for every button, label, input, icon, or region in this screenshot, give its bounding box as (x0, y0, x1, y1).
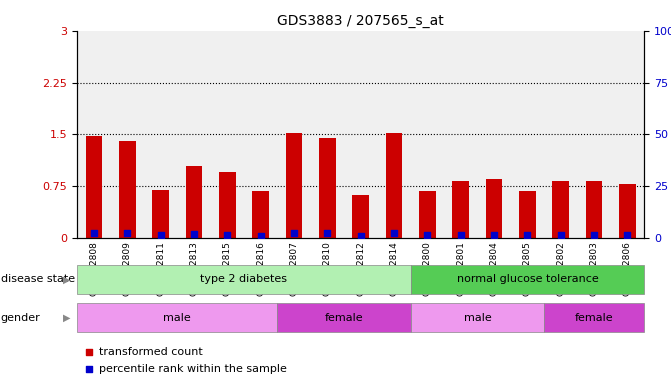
Title: GDS3883 / 207565_s_at: GDS3883 / 207565_s_at (277, 14, 444, 28)
Text: ▶: ▶ (63, 274, 70, 285)
Text: male: male (464, 313, 491, 323)
Bar (77, 265, 411, 294)
Bar (452, 181, 469, 238)
Text: ▶: ▶ (63, 313, 70, 323)
Text: type 2 diabetes: type 2 diabetes (201, 274, 287, 285)
Bar (186, 166, 202, 238)
Point (222, 232, 233, 238)
Bar (386, 133, 403, 238)
Bar (85, 136, 102, 238)
Bar (419, 191, 435, 238)
Bar (219, 172, 236, 238)
Text: transformed count: transformed count (99, 347, 203, 357)
Text: female: female (575, 313, 613, 323)
Point (122, 230, 133, 237)
Point (289, 230, 299, 236)
Text: gender: gender (1, 313, 40, 323)
Bar (586, 181, 603, 238)
Bar (544, 303, 644, 332)
Point (255, 232, 266, 238)
Bar (552, 181, 569, 238)
Bar (519, 191, 535, 238)
Text: female: female (325, 313, 363, 323)
Text: normal glucose tolerance: normal glucose tolerance (456, 274, 599, 285)
Bar (119, 141, 136, 238)
Text: male: male (163, 313, 191, 323)
Point (488, 232, 499, 238)
Point (356, 232, 366, 238)
Bar (152, 190, 169, 238)
Point (89, 230, 99, 236)
Point (456, 232, 466, 238)
Bar (411, 303, 544, 332)
Bar (252, 191, 269, 238)
Bar (486, 179, 503, 238)
Text: disease state: disease state (1, 274, 74, 285)
Bar (352, 195, 369, 238)
Point (622, 232, 633, 238)
Bar (77, 303, 277, 332)
Point (155, 232, 166, 238)
Point (522, 232, 533, 238)
Point (588, 232, 599, 238)
Point (556, 232, 566, 238)
Point (389, 230, 399, 236)
Bar (411, 265, 644, 294)
Bar (619, 184, 636, 238)
Point (422, 232, 433, 238)
Bar (286, 133, 303, 238)
Bar (277, 303, 411, 332)
Point (189, 230, 199, 237)
Text: percentile rank within the sample: percentile rank within the sample (99, 364, 287, 374)
Bar (319, 138, 336, 238)
Point (458, 293, 469, 299)
Point (458, 136, 469, 142)
Point (322, 230, 333, 237)
